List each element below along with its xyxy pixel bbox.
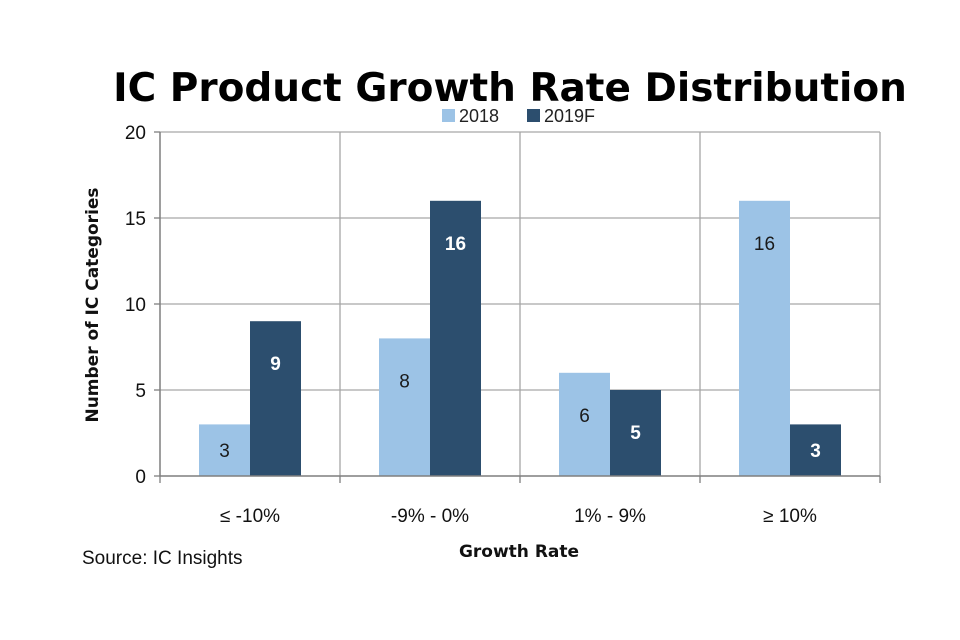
source-note: Source: IC Insights — [82, 548, 243, 569]
x-tick-label: 1% - 9% — [574, 506, 646, 527]
legend-label-2018: 2018 — [459, 106, 499, 126]
data-label-2018-3: 6 — [579, 406, 590, 427]
data-label-2018-4: 16 — [754, 234, 775, 255]
data-label-2019f-1: 9 — [270, 354, 281, 375]
x-tick-label: ≤ -10% — [220, 506, 280, 527]
legend: 2018 2019F — [442, 106, 595, 126]
legend-swatch-2019f — [527, 109, 540, 122]
bar-2018-4 — [739, 200, 790, 477]
data-label-2019f-2: 16 — [445, 234, 466, 255]
data-label-2019f-4: 3 — [810, 441, 821, 462]
y-tick-label: 5 — [135, 381, 146, 402]
y-tick-label: 20 — [125, 123, 146, 144]
x-axis-title: Growth Rate — [459, 542, 579, 562]
legend-label-2019f: 2019F — [544, 106, 595, 126]
data-label-2019f-3: 5 — [630, 423, 641, 444]
bar-2019f-4 — [790, 424, 841, 476]
y-tick-label: 10 — [125, 295, 146, 316]
data-label-2018-1: 3 — [219, 441, 230, 462]
legend-swatch-2018 — [442, 109, 455, 122]
y-axis-title: Number of IC Categories — [83, 187, 103, 422]
bar-2018-2 — [379, 338, 430, 476]
bar-2018-3 — [559, 372, 610, 476]
y-tick-label: 0 — [135, 467, 146, 488]
axes: 0 5 10 15 20 ≤ -10% -9% - 0% 1% - 9% ≥ 10% — [125, 123, 881, 527]
data-label-2018-2: 8 — [399, 371, 410, 392]
bar-2019f-2 — [430, 200, 481, 477]
x-tick-label: -9% - 0% — [391, 506, 469, 527]
chart-title: IC Product Growth Rate Distribution — [113, 66, 907, 111]
y-tick-label: 15 — [125, 209, 146, 230]
bars: 3 9 8 16 6 5 16 3 — [199, 200, 841, 477]
bar-2019f-3 — [610, 390, 661, 476]
bar-2019f-1 — [250, 321, 301, 476]
bar-2018-1 — [199, 424, 250, 476]
x-tick-label: ≥ 10% — [763, 506, 817, 527]
